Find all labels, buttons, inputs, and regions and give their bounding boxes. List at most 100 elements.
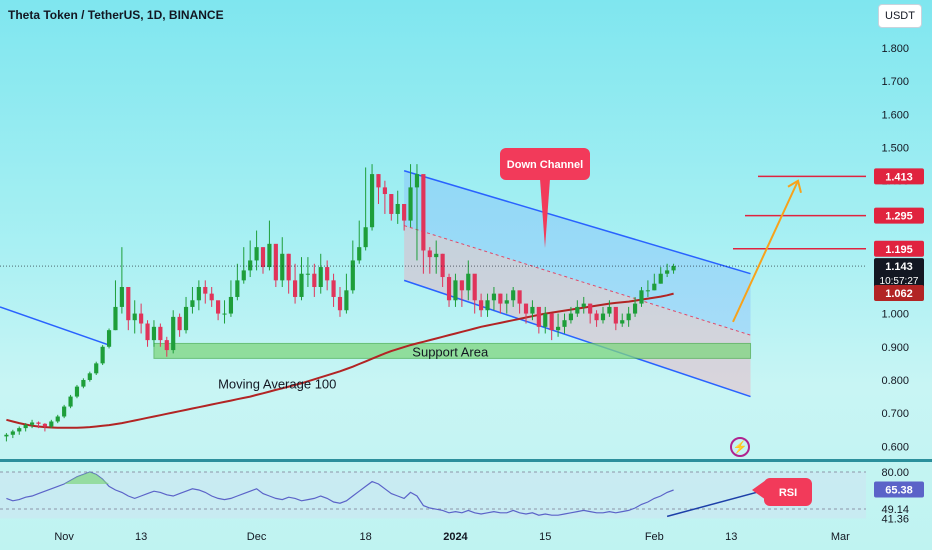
candle-body (421, 174, 426, 251)
y-tick-label: 0.900 (881, 342, 909, 354)
rsi-trend-line (666, 488, 770, 518)
down-channel-label: Down Channel (507, 159, 583, 171)
candle-body (536, 306, 541, 327)
candle-body (68, 396, 73, 407)
rsi-tick-label: 49.14 (881, 504, 909, 516)
candle-body (639, 290, 644, 304)
candle-body (29, 422, 35, 425)
y-tick-label: 1.500 (881, 143, 909, 155)
y-tick-label: 1.700 (881, 76, 909, 88)
candle-body (485, 300, 490, 311)
candle-body (491, 293, 497, 301)
candle-body (177, 316, 182, 331)
x-tick-label: Feb (645, 531, 664, 543)
candle-body (171, 316, 176, 351)
x-tick-label: Dec (247, 531, 267, 543)
candle-body (498, 293, 503, 304)
price-label-box (874, 240, 924, 257)
candle-body (665, 270, 670, 274)
price-label: 1.295 (885, 211, 913, 223)
candle-body (466, 273, 471, 291)
price-label: 1.143 (885, 261, 913, 273)
candle-body (81, 379, 86, 387)
candle-body (151, 326, 157, 341)
candle-body (620, 320, 625, 324)
candle-body (357, 247, 362, 261)
candle-body (652, 283, 657, 291)
candle-body (100, 346, 105, 364)
candle-body (42, 423, 47, 427)
candle-body (562, 320, 567, 327)
candle-body (10, 431, 15, 435)
candle-body (299, 273, 304, 297)
lightning-icon[interactable]: ⚡ (730, 437, 750, 457)
candle-body (228, 296, 234, 314)
rsi-current-label: 65.38 (885, 485, 913, 497)
rsi-callout-label: RSI (779, 487, 797, 499)
x-tick-label: 15 (539, 531, 551, 543)
candle-body (254, 247, 259, 261)
candle-body (344, 290, 349, 311)
candle-body (632, 303, 638, 314)
rsi-callout (764, 478, 812, 506)
candle-body (318, 267, 323, 287)
candle-body (434, 253, 439, 258)
y-tick-label: 0.600 (881, 441, 909, 453)
candle-body (504, 300, 509, 304)
candle-body (267, 243, 272, 268)
price-label: 1.413 (885, 171, 913, 183)
candle-body (286, 253, 291, 281)
candle-body (645, 290, 650, 292)
candle-body (280, 253, 285, 281)
candle-body (658, 273, 663, 284)
candle-body (607, 306, 612, 314)
rsi-tick-label: 41.36 (881, 513, 909, 525)
target-arrow (732, 180, 799, 323)
candle-body (523, 303, 529, 314)
candle-body (260, 247, 266, 268)
candle-body (575, 306, 580, 314)
candle-body (55, 416, 60, 422)
candle-body (472, 273, 477, 301)
left-trend-line (0, 306, 110, 346)
x-tick-label: 13 (725, 531, 737, 543)
candle-body (382, 187, 387, 195)
price-label-box (874, 207, 924, 224)
rsi-tick-label: 80.00 (881, 467, 909, 479)
candle-body (581, 303, 586, 307)
candle-body (119, 286, 124, 307)
rsi-band (0, 472, 866, 519)
candle-body (511, 290, 516, 301)
support-area-label: Support Area (412, 345, 489, 360)
candle-body (94, 363, 99, 374)
chart-title: Theta Token / TetherUS, 1D, BINANCE (8, 8, 224, 22)
candle-body (305, 273, 310, 275)
currency-button[interactable]: USDT (878, 4, 922, 28)
candle-body (613, 306, 618, 324)
candle-body (440, 253, 445, 278)
candle-body (17, 428, 22, 432)
moving-average-line (6, 292, 674, 429)
price-label: 1.062 (885, 288, 913, 300)
candle-body (216, 300, 221, 314)
candle-body (408, 187, 413, 221)
candle-body (395, 203, 400, 214)
candle-body (49, 421, 54, 427)
candle-body (427, 250, 432, 258)
x-tick-label: Mar (831, 531, 850, 543)
candle-body (402, 203, 407, 221)
candle-body (62, 406, 67, 417)
y-tick-label: 1.000 (881, 309, 909, 321)
candle-body (350, 260, 355, 291)
candle-body (36, 422, 41, 424)
support-area-box (153, 342, 752, 359)
candle-body (600, 313, 606, 321)
y-tick-label: 1.600 (881, 109, 909, 121)
panel-divider (0, 459, 932, 462)
x-tick-label: Nov (54, 531, 74, 543)
price-label-box (874, 168, 924, 185)
x-tick-label: 13 (135, 531, 147, 543)
candle-body (459, 280, 464, 291)
